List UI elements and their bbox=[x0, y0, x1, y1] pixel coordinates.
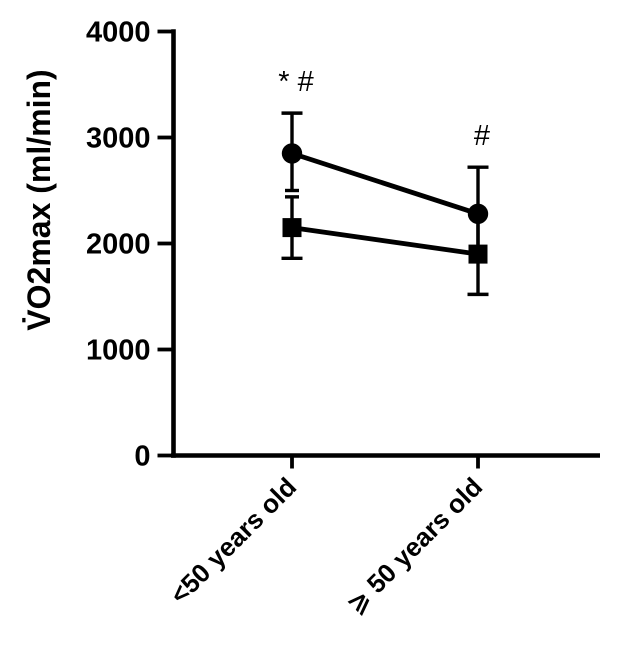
x-category-label: ⩾ 50 years old bbox=[340, 472, 488, 620]
significance-annotation: * # bbox=[278, 66, 313, 98]
y-axis-title: V̇O2max (ml/min) bbox=[21, 69, 57, 330]
y-tick-label: 3000 bbox=[86, 123, 151, 155]
y-tick-label: 0 bbox=[134, 441, 150, 473]
y-tick-label: 1000 bbox=[86, 335, 151, 367]
marker-square bbox=[468, 244, 488, 264]
series-line-circle bbox=[291, 151, 479, 217]
x-category-label: <50 years old bbox=[164, 472, 302, 610]
significance-annotation: # bbox=[474, 120, 490, 152]
y-tick-label: 4000 bbox=[86, 17, 151, 49]
marker-square bbox=[282, 218, 302, 238]
marker-circle bbox=[467, 203, 489, 225]
series-line-square bbox=[291, 225, 479, 257]
marker-circle bbox=[281, 143, 303, 164]
y-tick-label: 2000 bbox=[86, 229, 151, 261]
